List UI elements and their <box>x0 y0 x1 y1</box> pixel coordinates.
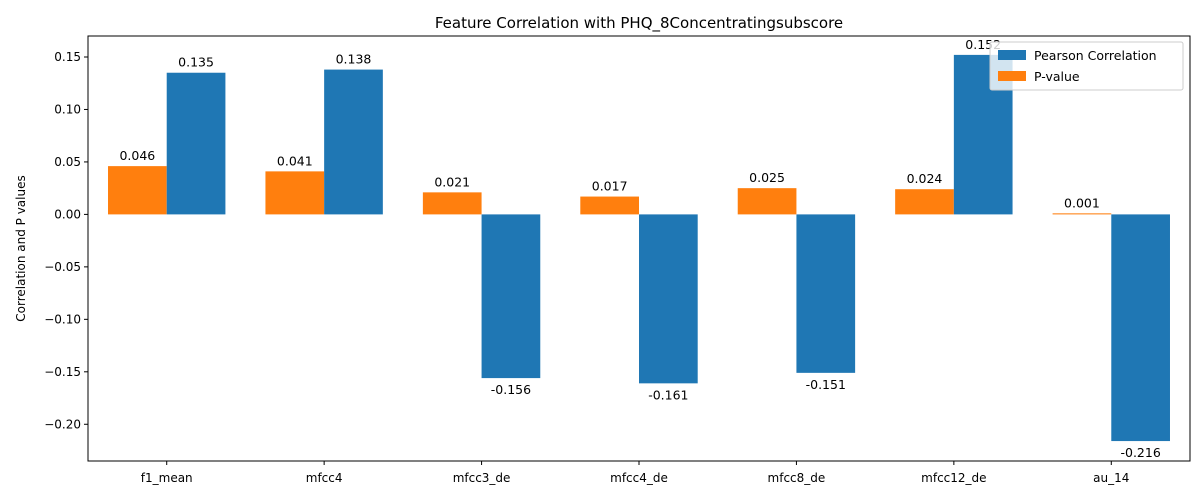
x-tick-label: mfcc4_de <box>610 471 668 485</box>
data-label-pvalue-f1-mean: 0.046 <box>119 148 155 163</box>
x-tick-label: f1_mean <box>141 471 193 485</box>
bar-pvalue-mfcc12-de <box>895 189 954 215</box>
y-tick-label: 0.15 <box>54 50 81 64</box>
data-label-pvalue-mfcc12-de: 0.024 <box>907 171 943 186</box>
legend-box <box>989 41 1184 91</box>
y-tick-label: 0.00 <box>54 207 81 221</box>
bars-group: 0.046 0.135 0.041 0.138 0.021 -0.156 0.017 -0.1… <box>108 37 1170 460</box>
legend-swatch-pearson <box>998 50 1026 60</box>
data-label-pearson-mfcc8-de: -0.151 <box>806 377 846 392</box>
data-label-pvalue-mfcc3-de: 0.021 <box>434 174 470 189</box>
data-label-pearson-mfcc4-de: -0.161 <box>648 387 688 402</box>
bar-pearson-f1-mean <box>166 72 226 215</box>
x-axis: f1_mean mfcc4 mfcc3_de mfcc4_de mfcc8_de mfcc… <box>141 461 1129 485</box>
data-label-pvalue-mfcc8-de: 0.025 <box>749 170 785 185</box>
legend: Pearson Correlation P-value <box>989 41 1184 91</box>
bar-pearson-mfcc3-de <box>481 214 541 379</box>
data-label-pvalue-mfcc4: 0.041 <box>277 153 313 168</box>
data-label-pearson-au-14: -0.216 <box>1120 445 1160 460</box>
bar-pearson-au-14 <box>1111 214 1170 442</box>
legend-swatch-pvalue <box>998 71 1026 81</box>
y-tick-label: 0.05 <box>54 155 81 169</box>
bar-pearson-mfcc4 <box>324 69 383 215</box>
x-tick-label: au_14 <box>1093 471 1129 485</box>
legend-label-pvalue: P-value <box>1034 69 1080 84</box>
x-tick-label: mfcc3_de <box>453 471 511 485</box>
bar-pearson-mfcc4-de <box>639 214 698 384</box>
plot-frame <box>87 35 1191 462</box>
y-tick-label: −0.05 <box>44 260 81 274</box>
y-axis: 0.15 0.10 0.05 0.00 −0.05 −0.10 −0.15 −0.20 <box>44 50 88 431</box>
bar-pearson-mfcc8-de <box>796 214 856 373</box>
x-tick-label: mfcc4 <box>306 471 343 485</box>
bar-pvalue-au-14 <box>1052 213 1112 215</box>
y-tick-label: −0.10 <box>44 312 81 326</box>
x-tick-label: mfcc8_de <box>768 471 826 485</box>
bar-pvalue-mfcc4-de <box>580 196 639 215</box>
y-axis-label: Correlation and P values <box>14 175 28 321</box>
x-tick-label: mfcc12_de <box>921 471 986 485</box>
data-label-pvalue-au-14: 0.001 <box>1064 195 1100 210</box>
y-tick-label: −0.20 <box>44 417 81 431</box>
chart-title: Feature Correlation with PHQ_8Concentrat… <box>435 14 843 33</box>
bar-pvalue-mfcc3-de <box>422 192 482 215</box>
data-label-pearson-mfcc3-de: -0.156 <box>491 382 531 397</box>
y-tick-label: 0.10 <box>54 102 81 116</box>
legend-label-pearson: Pearson Correlation <box>1034 48 1157 63</box>
bar-pvalue-mfcc8-de <box>737 188 797 215</box>
bar-pvalue-mfcc4 <box>265 171 325 215</box>
bar-pvalue-f1-mean <box>108 166 167 215</box>
data-label-pearson-f1-mean: 0.135 <box>178 55 214 70</box>
data-label-pearson-mfcc4: 0.138 <box>336 52 372 67</box>
y-tick-label: −0.15 <box>44 365 81 379</box>
data-label-pvalue-mfcc4-de: 0.017 <box>592 179 628 194</box>
